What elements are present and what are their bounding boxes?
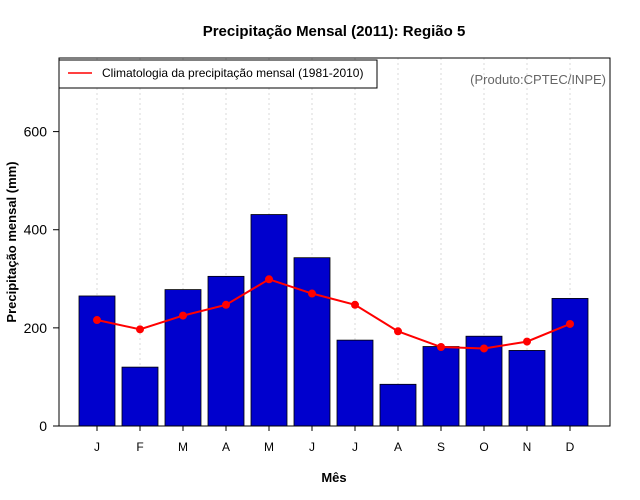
x-axis-title: Mês [321, 470, 346, 485]
climatology-point-3 [179, 311, 187, 320]
bar-9 [422, 346, 460, 427]
x-tick-label-5: M [264, 440, 274, 454]
plot-frame [58, 57, 611, 427]
legend: Climatologia da precipitação mensal (198… [58, 59, 378, 89]
x-tick-label-4: A [222, 440, 230, 454]
y-axis: 0 200 400 600 [24, 124, 59, 434]
climatology-point-7 [351, 300, 359, 309]
bar-12 [551, 298, 589, 427]
bar-3 [164, 289, 202, 427]
climatology-point-4 [222, 300, 230, 309]
climatology-point-5 [265, 275, 273, 284]
bar-2 [121, 366, 159, 427]
chart-title: Precipitação Mensal (2011): Região 5 [203, 23, 466, 40]
y-tick-label-0: 0 [39, 418, 47, 434]
y-tick-label-200: 200 [24, 320, 48, 336]
bar-8 [379, 383, 417, 427]
y-axis-title: Precipitação mensal (mm) [4, 161, 19, 322]
x-tick-label-10: O [479, 440, 488, 454]
x-tick-label-9: S [437, 440, 445, 454]
x-tick-label-1: J [94, 440, 100, 454]
bar-11 [508, 350, 546, 427]
climatology-point-12 [566, 319, 574, 328]
climatology-line [96, 278, 571, 350]
x-tick-label-3: M [178, 440, 188, 454]
climatology-point-6 [308, 289, 316, 298]
climatology-point-11 [523, 337, 531, 346]
x-tick-label-12: D [566, 440, 575, 454]
climatology-point-1 [93, 316, 101, 325]
x-tick-label-6: J [309, 440, 315, 454]
source-annotation: (Produto:CPTEC/INPE) [470, 72, 606, 87]
climatology-point-10 [480, 344, 488, 353]
climatology-series [93, 275, 574, 353]
bar-4 [207, 275, 245, 427]
climatology-point-8 [394, 327, 402, 336]
bar-5 [250, 214, 288, 427]
bar-1 [78, 295, 116, 427]
y-tick-label-400: 400 [24, 222, 48, 238]
legend-box [58, 59, 378, 89]
bar-7 [336, 339, 374, 427]
x-tick-label-8: A [394, 440, 402, 454]
bar-6 [293, 257, 331, 427]
x-tick-label-11: N [523, 440, 532, 454]
x-tick-label-7: J [352, 440, 358, 454]
y-tick-label-600: 600 [24, 124, 48, 140]
bar-series [78, 214, 589, 427]
x-tick-label-2: F [136, 440, 143, 454]
legend-entry-climatology: Climatologia da precipitação mensal (198… [102, 66, 363, 80]
climatology-point-2 [136, 325, 144, 334]
climatology-point-9 [437, 343, 445, 352]
